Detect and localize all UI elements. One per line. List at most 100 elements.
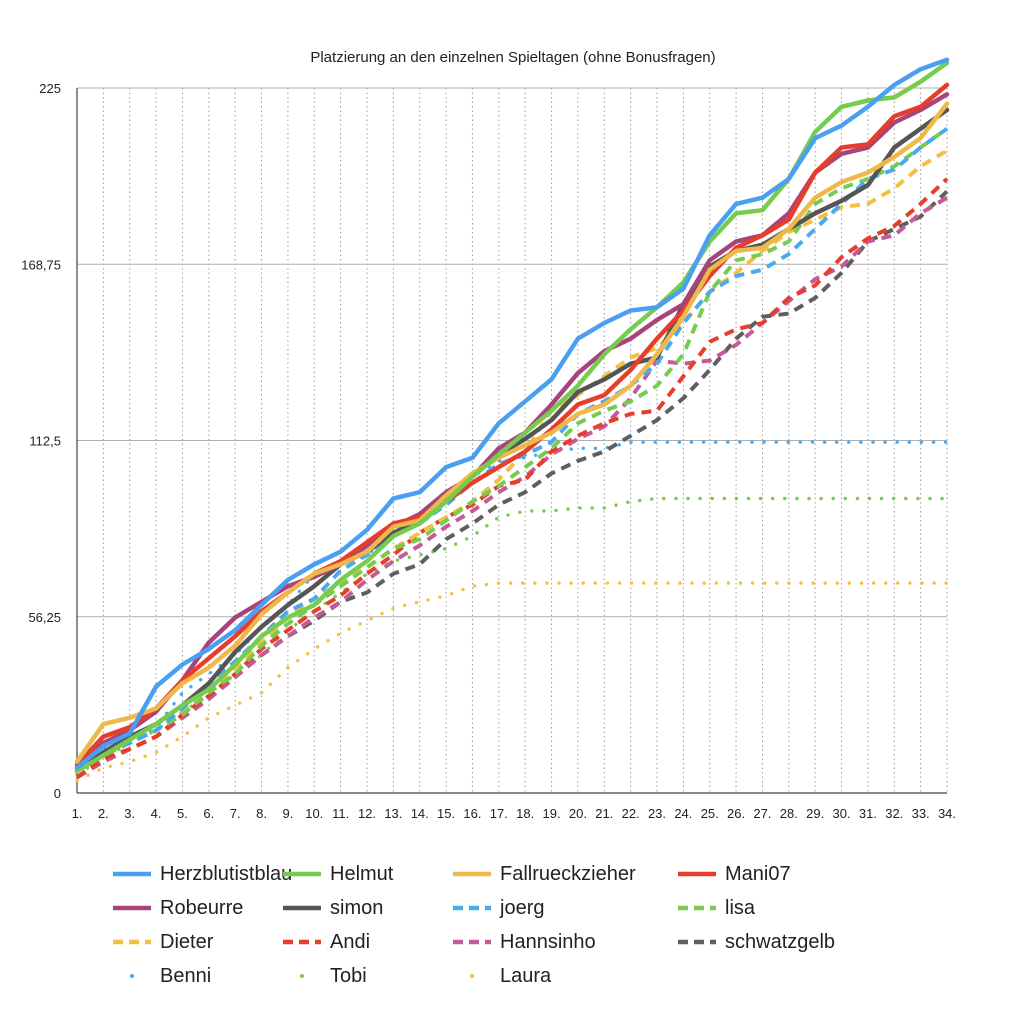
legend-label: Robeurre: [160, 896, 244, 919]
legend-item-dieter: Dieter: [110, 930, 280, 954]
legend-swatch: [453, 939, 491, 945]
series-line-laura: [75, 581, 949, 783]
legend-swatch: [678, 905, 716, 911]
x-tick-label: 8.: [256, 806, 267, 821]
legend-item-andi: Andi: [280, 930, 450, 954]
x-tick-label: 17.: [490, 806, 508, 821]
legend-item-simon: simon: [280, 896, 450, 920]
x-tick-label: 23.: [648, 806, 666, 821]
legend-label: lisa: [725, 896, 756, 919]
legend-swatch: [113, 871, 151, 877]
x-tick-label: 34.: [938, 806, 956, 821]
x-tick-label: 11.: [332, 806, 349, 821]
series-line-benni: [75, 440, 949, 773]
legend-label: simon: [330, 896, 384, 919]
x-tick-label: 22.: [622, 806, 640, 821]
x-tick-label: 31.: [859, 806, 877, 821]
legend-item-schwatzgelb: schwatzgelb: [675, 930, 895, 954]
series-line-lisa: [75, 127, 949, 773]
legend-label: joerg: [500, 896, 545, 919]
legend-label: Herzblutistblau: [160, 862, 293, 885]
legend-swatch: [453, 905, 491, 911]
x-tick-label: 29.: [806, 806, 824, 821]
legend-label: Tobi: [330, 964, 367, 987]
legend-item-robeurre: Robeurre: [110, 896, 280, 920]
legend-swatch: [678, 871, 716, 877]
y-tick-label: 56,25: [28, 610, 61, 625]
legend-label: Helmut: [330, 862, 394, 885]
x-tick-label: 30.: [833, 806, 851, 821]
legend-item-lisa: lisa: [675, 896, 895, 920]
series-layer: [74, 57, 950, 783]
legend-label: Andi: [330, 930, 371, 953]
legend-label: Fallrueckzieher: [500, 862, 636, 885]
legend-label: schwatzgelb: [725, 930, 836, 953]
series-line-tobi: [75, 496, 949, 776]
x-tick-label: 27.: [753, 806, 771, 821]
x-tick-label: 20.: [569, 806, 587, 821]
x-tick-label: 12.: [358, 806, 376, 821]
legend-label: Hannsinho: [500, 930, 596, 953]
x-tick-label: 4.: [151, 806, 162, 821]
legend-item-hannsinho: Hannsinho: [450, 930, 675, 954]
legend-swatch: [678, 939, 716, 945]
legend-item-helmut: Helmut: [280, 862, 450, 886]
x-tick-label: 26.: [727, 806, 745, 821]
legend-label: Dieter: [160, 930, 214, 953]
x-tick-label: 10.: [305, 806, 323, 821]
legend-item-benni: Benni: [110, 964, 280, 988]
series-line-fallrueckzieher: [74, 101, 950, 764]
x-tick-label: 28.: [780, 806, 798, 821]
x-tick-label: 5.: [177, 806, 188, 821]
x-tick-label: 25.: [701, 806, 719, 821]
legend-item-laura: Laura: [450, 964, 675, 988]
legend-item-fallrueckzieher: Fallrueckzieher: [450, 862, 675, 886]
x-tick-label: 1.: [72, 806, 83, 821]
legend-swatch: [130, 974, 135, 978]
x-tick-label: 9.: [282, 806, 293, 821]
x-tick-label: 16.: [463, 806, 481, 821]
legend-swatch: [283, 905, 321, 911]
y-axis: 0 56,25 112,5 168,75 225: [21, 81, 78, 801]
legend-swatch: [470, 974, 475, 978]
legend-swatch: [453, 871, 491, 877]
x-tick-label: 13.: [384, 806, 402, 821]
x-tick-label: 32.: [885, 806, 903, 821]
y-tick-label: 112,5: [29, 434, 61, 449]
legend-item-herzblutistblau: Herzblutistblau: [110, 862, 292, 886]
x-tick-label: 3.: [124, 806, 135, 821]
chart-title: Platzierung an den einzelnen Spieltagen …: [310, 49, 715, 66]
legend-swatch: [283, 871, 321, 877]
legend-label: Mani07: [725, 862, 791, 885]
legend-item-joerg: joerg: [450, 896, 675, 920]
series-line-simon: [74, 107, 950, 774]
series-line-andi: [75, 177, 949, 779]
x-tick-label: 6.: [203, 806, 214, 821]
y-tick-label: 0: [54, 786, 61, 801]
x-axis: 1. 2. 3. 4. 5. 6. 7. 8. 9. 10. 11. 12. 13. 14. 15. 16. 1…: [72, 806, 956, 821]
x-tick-label: 24.: [674, 806, 692, 821]
legend-item-mani07: Mani07: [675, 862, 895, 886]
line-chart: Platzierung an den einzelnen Spieltagen …: [21, 49, 956, 821]
legend-label: Benni: [160, 964, 212, 987]
legend-swatch: [300, 974, 305, 978]
x-tick-label: 19.: [543, 806, 561, 821]
y-tick-label: 168,75: [21, 257, 61, 272]
x-tick-label: 21.: [595, 806, 613, 821]
x-tick-label: 14.: [411, 806, 429, 821]
legend-swatch: [113, 905, 151, 911]
series-line-mani07: [74, 82, 950, 768]
y-tick-label: 225: [39, 81, 61, 96]
x-tick-label: 18.: [516, 806, 534, 821]
x-tick-label: 33.: [912, 806, 930, 821]
legend-label: Laura: [500, 964, 552, 987]
x-tick-label: 7.: [230, 806, 241, 821]
legend-swatch: [283, 939, 321, 945]
legend: Herzblutistblau Helmut Fallrueckzieher Mani…: [110, 862, 940, 988]
series-line-herzblutistblau: [74, 57, 950, 771]
legend-item-tobi: Tobi: [280, 964, 450, 988]
x-tick-label: 2.: [98, 806, 109, 821]
series-line-joerg: [75, 127, 949, 770]
x-tick-label: 15.: [437, 806, 455, 821]
legend-swatch: [113, 939, 151, 945]
